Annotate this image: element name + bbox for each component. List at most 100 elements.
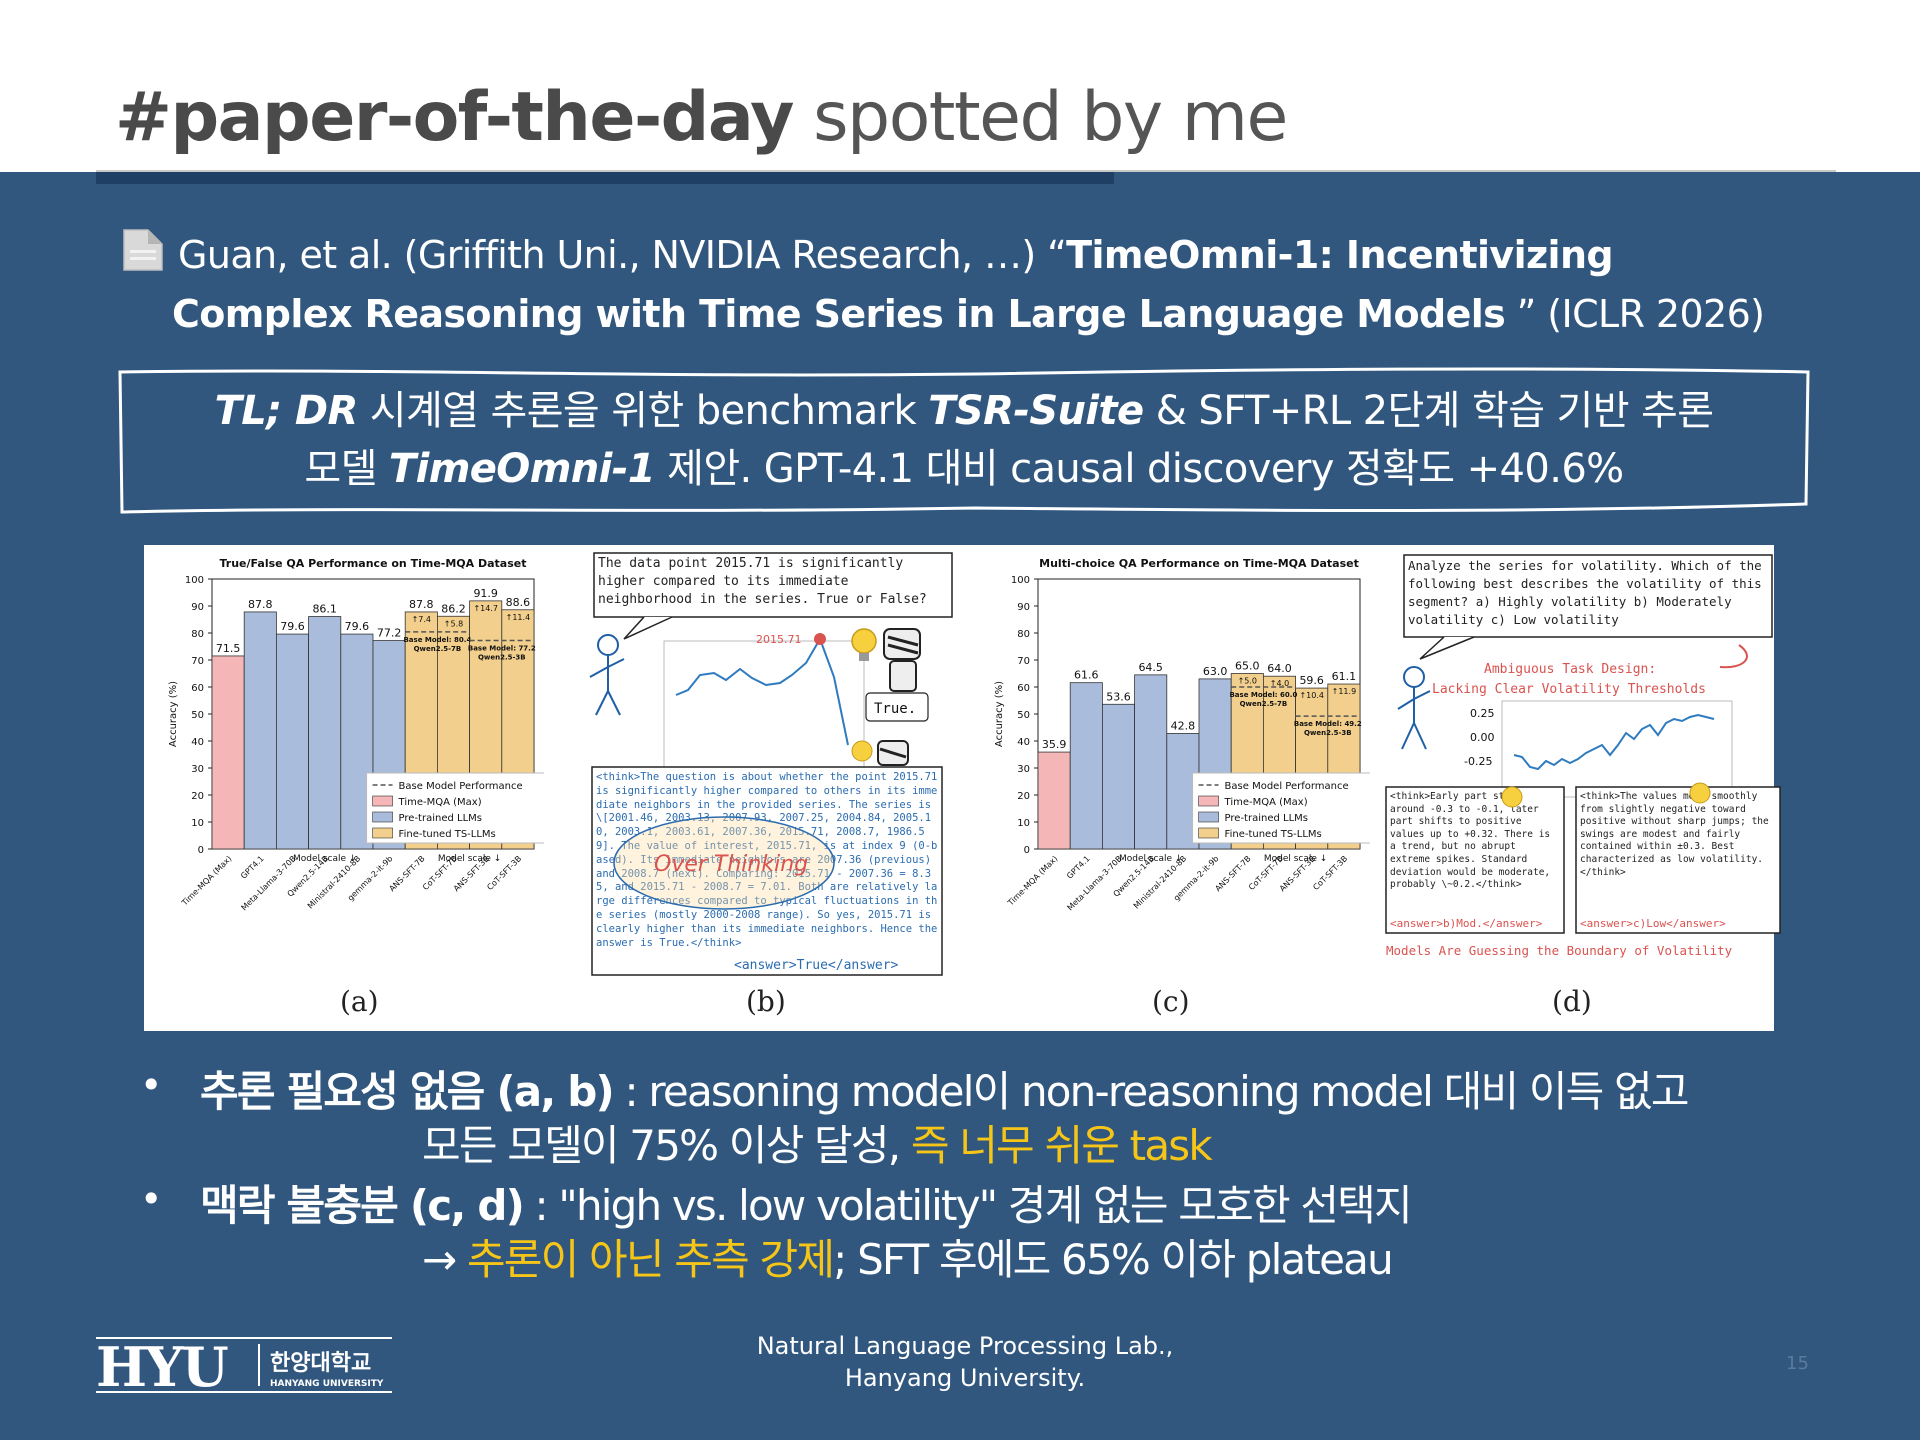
x-tick-label: Time-MQA (Max) [179, 854, 233, 908]
gain-label: ↑11.9 [1332, 687, 1357, 696]
title-hashtag: #paper-of-the-day [115, 78, 794, 157]
person-icon [589, 634, 625, 716]
bar-value-label: 42.8 [1171, 719, 1196, 732]
answer-tag-b: <answer>True</answer> [734, 958, 899, 973]
caption-a: (a) [340, 985, 379, 1018]
legend-swatch [372, 795, 393, 807]
gain-label: ↑11.4 [506, 613, 531, 622]
legend-label: Fine-tuned TS-LLMs [399, 829, 496, 840]
bar-value-label: 64.5 [1138, 661, 1163, 674]
y-tick-label: 20 [191, 791, 204, 802]
y-tick-label: 80 [191, 629, 204, 640]
panel-b-overthinking: The data point 2015.71 is significantly … [589, 552, 953, 976]
base-model-label: Qwen2.5-3B [478, 654, 526, 662]
header-divider [96, 170, 1836, 172]
legend-label: Time-MQA (Max) [398, 797, 482, 808]
legend-label: Pre-trained LLMs [399, 813, 482, 824]
question-bubble-d [1403, 554, 1773, 638]
bullet-dot-1: • [140, 1063, 163, 1107]
caption-b: (b) [746, 985, 786, 1018]
bullet-2-line-1: 맥락 불충분 (c, d) : "high vs. low volatility… [200, 1172, 1413, 1233]
citation-title-part2: Complex Reasoning with Time Series in La… [172, 292, 1506, 336]
caption-d: (d) [1552, 985, 1592, 1018]
gain-label: ↑14.7 [473, 604, 498, 613]
overthinking-label: Over Thinking [654, 852, 808, 877]
bar-value-label: 53.6 [1106, 690, 1131, 703]
lightbulb-icon [851, 628, 877, 661]
bar-value-label: 63.0 [1203, 665, 1228, 678]
bar-value-label: 35.9 [1042, 738, 1067, 751]
robot-icon [883, 628, 921, 692]
think-box-d-left [1385, 786, 1565, 934]
bar-value-label: 87.8 [409, 598, 434, 611]
bar-Qwen2.5-14B [308, 616, 342, 850]
header-accent-bar [96, 172, 1114, 184]
base-model-label: Base Model: 49.2 [1294, 720, 1362, 728]
y-tick-label: 90 [191, 602, 204, 613]
y-tick-label: 20 [1017, 791, 1030, 802]
bar-value-label: 79.6 [345, 620, 370, 633]
tldr-text-1: 시계열 추론을 위한 benchmark [357, 388, 929, 434]
legend-label: Base Model Performance [399, 781, 523, 792]
legend-label: Pre-trained LLMs [1225, 813, 1308, 824]
logo-text: HYU [96, 1335, 228, 1396]
tldr-suite-name: TSR-Suite [928, 388, 1144, 434]
bar-value-label: 79.6 [280, 620, 305, 633]
legend-swatch [372, 811, 393, 823]
design-note-2: Lacking Clear Volatility Thresholds [1432, 682, 1706, 697]
tldr-text-4: 제안. GPT-4.1 대비 causal discovery 정확도 +40.… [655, 446, 1624, 492]
x-tick-label: Meta-Llama-3-70B [1066, 854, 1124, 912]
design-note-1: Ambiguous Task Design: [1484, 662, 1656, 677]
paper-figure: True/False QA Performance on Time-MQA Da… [144, 545, 1781, 1031]
bullet-2-head: 맥락 불충분 (c, d) [200, 1181, 525, 1230]
lightbulb-icon-d [1501, 782, 1711, 808]
bar-value-label: 77.2 [377, 627, 402, 640]
tldr-label: TL; DR [214, 388, 359, 434]
y-tick-label: 80 [1017, 629, 1030, 640]
tldr-summary: TL; DR 시계열 추론을 위한 benchmark TSR-Suite & … [116, 382, 1812, 498]
x-axis-label-2: Model scale ↓ [438, 854, 501, 864]
bullet-2-highlight: 추론이 아닌 추측 강제 [466, 1235, 835, 1284]
y-tick-label: 0 [1024, 845, 1030, 856]
legend-label: Time-MQA (Max) [1224, 797, 1308, 808]
x-axis-label-2: Model scale ↓ [1264, 854, 1327, 864]
bar-GPT4.1 [1069, 682, 1103, 850]
chart-title: Multi-choice QA Performance on Time-MQA … [1039, 557, 1359, 570]
base-model-label: Qwen2.5-7B [414, 645, 462, 653]
y-axis-label: Accuracy (%) [994, 681, 1005, 747]
gain-label: ↑10.4 [1299, 691, 1324, 700]
x-axis-label-1: Model scale ↓ [293, 854, 356, 864]
y-tick-label: 10 [191, 818, 204, 829]
gain-label: ↑7.4 [412, 615, 431, 624]
tldr-text-3: 모델 [304, 446, 389, 492]
bar-Time-MQA (Max) [1037, 751, 1071, 850]
arrow-right-icon: → [422, 1235, 467, 1284]
mini-series-chart [663, 640, 865, 770]
legend-swatch [1198, 811, 1219, 823]
y-tick-label: 40 [1017, 737, 1030, 748]
bar-value-label: 59.6 [1299, 674, 1324, 687]
series-line-d [1513, 713, 1715, 771]
question-bubble-b [593, 552, 953, 618]
title-suffix: spotted by me [792, 78, 1288, 157]
bar-Meta-Llama-3-70B [1101, 703, 1135, 850]
y-tick-label: 60 [1017, 683, 1030, 694]
legend-box [366, 772, 544, 844]
y-tick-label: 10 [1017, 818, 1030, 829]
think-text-d-right: <think>The values move smoothly from sli… [1580, 791, 1769, 878]
base-model-label: Base Model: 80.4 [403, 636, 471, 644]
base-model-label: Qwen2.5-7B [1240, 700, 1288, 708]
bar-Time-MQA (Max) [211, 655, 245, 850]
y-tick-label: 70 [1017, 656, 1030, 667]
x-tick-label: GPT4.1 [1065, 854, 1092, 881]
x-axis-label-1: Model scale ↓ [1119, 854, 1182, 864]
bullet-dot-2: • [140, 1177, 163, 1221]
x-tick-label: Meta-Llama-3-70B [240, 854, 298, 912]
lab-affiliation: Natural Language Processing Lab., Hanyan… [700, 1330, 1230, 1394]
ytick-d-2: 0.00 [1470, 731, 1495, 744]
legend-swatch [1198, 795, 1219, 807]
bar-value-label: 91.9 [473, 587, 498, 600]
citation-title-part1: TimeOmni-1: Incentivizing [1066, 233, 1614, 277]
bullet-1-head: 추론 필요성 없음 (a, b) [200, 1067, 615, 1116]
logo-korean: 한양대학교 [270, 1351, 371, 1376]
